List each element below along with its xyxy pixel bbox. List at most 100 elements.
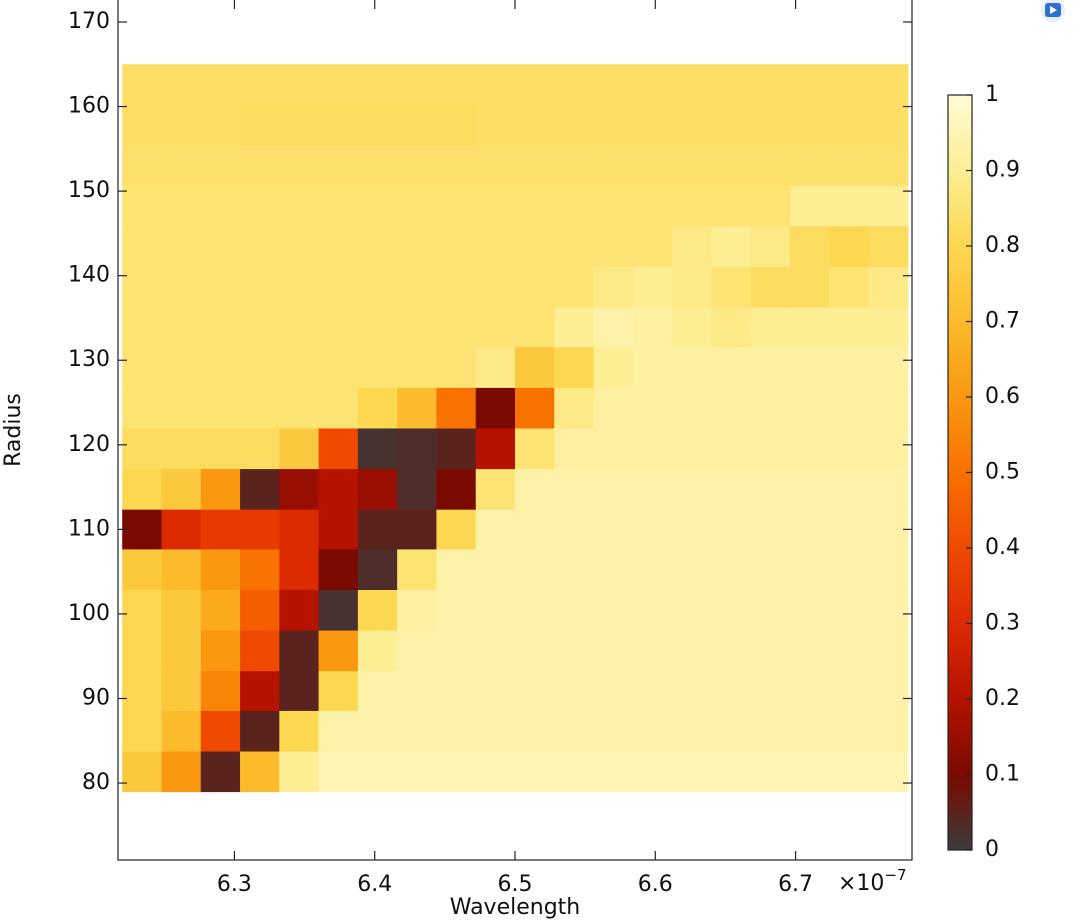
heatmap-cell xyxy=(672,346,712,388)
heatmap-cell xyxy=(200,145,241,186)
heatmap-cell xyxy=(632,629,673,672)
heatmap-cell xyxy=(672,306,712,348)
heatmap-cell xyxy=(554,427,595,470)
x-axis-label: Wavelength xyxy=(450,895,581,920)
heatmap-cell xyxy=(515,509,555,550)
heatmap-cell xyxy=(318,387,359,429)
heatmap-cell xyxy=(122,509,163,550)
heatmap-cell xyxy=(161,185,202,227)
heatmap-cell xyxy=(318,64,359,106)
heatmap-cell xyxy=(122,468,163,510)
heatmap-cell xyxy=(868,185,909,227)
heatmap-cell xyxy=(279,468,320,510)
heatmap-cell xyxy=(475,629,516,672)
heatmap-cell xyxy=(161,750,202,793)
heatmap-cell xyxy=(515,468,555,510)
colorbar-tick-label: 0.3 xyxy=(985,611,1020,636)
heatmap-cell xyxy=(318,104,359,147)
x-multiplier-base: ×10 xyxy=(838,871,884,896)
heatmap-cell xyxy=(240,185,280,227)
heatmap-cell xyxy=(789,346,830,388)
heatmap-cell xyxy=(829,104,870,147)
y-tick-label: 160 xyxy=(68,94,110,119)
heatmap-cell xyxy=(200,427,241,470)
heatmap-cell xyxy=(397,145,438,186)
heatmap-cell xyxy=(318,509,359,550)
heatmap-cell xyxy=(711,64,752,106)
heatmap-cell xyxy=(279,225,320,267)
heatmap-cell xyxy=(711,185,752,227)
heatmap-cell xyxy=(161,670,202,711)
heatmap-cell xyxy=(868,710,909,752)
heatmap-cell xyxy=(161,346,202,388)
heatmap-cell xyxy=(829,629,870,672)
heatmap-cell xyxy=(436,266,477,308)
heatmap-cell xyxy=(397,509,438,550)
y-tick-label: 150 xyxy=(68,178,110,203)
colorbar-tick-label: 0.9 xyxy=(985,158,1020,183)
heatmap-cell xyxy=(711,509,752,550)
heatmap-cell xyxy=(436,710,477,752)
heatmap-cell xyxy=(200,468,241,510)
heatmap-cell xyxy=(200,589,241,631)
y-tick-label: 140 xyxy=(68,263,110,288)
heatmap-cell xyxy=(161,104,202,147)
heatmap-cell xyxy=(829,468,870,510)
heatmap-cell xyxy=(475,104,516,147)
heatmap-cell xyxy=(711,670,752,711)
heatmap-cell xyxy=(593,225,634,267)
heatmap-cell xyxy=(397,548,438,591)
heatmap-cell xyxy=(161,306,202,348)
heatmap-cell xyxy=(829,427,870,470)
heatmap-cell xyxy=(436,387,477,429)
heatmap-cell xyxy=(750,468,791,510)
heatmap-cell xyxy=(515,710,555,752)
heatmap-cell xyxy=(279,306,320,348)
heatmap-cell xyxy=(357,509,398,550)
heatmap-cell xyxy=(868,468,909,510)
heatmap-cell xyxy=(240,306,280,348)
heatmap-cell xyxy=(750,104,791,147)
heatmap-cell xyxy=(436,548,477,591)
colorbar-tick-label: 0.6 xyxy=(985,384,1020,409)
heatmap-cell xyxy=(632,225,673,267)
heatmap-cell xyxy=(750,509,791,550)
heatmap-cell xyxy=(357,670,398,711)
heatmap-cell xyxy=(711,387,752,429)
heatmap-cell xyxy=(475,185,516,227)
heatmap-cell xyxy=(789,266,830,308)
heatmap-cell xyxy=(711,145,752,186)
heatmap-cell xyxy=(711,710,752,752)
heatmap-cell xyxy=(436,306,477,348)
heatmap-cell xyxy=(868,346,909,388)
heatmap-cell xyxy=(357,306,398,348)
heatmap-cell xyxy=(672,427,712,470)
heatmap-cell xyxy=(789,750,830,793)
heatmap-cell xyxy=(200,548,241,591)
heatmap-cell xyxy=(397,629,438,672)
heatmap-cell xyxy=(357,145,398,186)
heatmap-cell xyxy=(279,589,320,631)
heatmap-cell xyxy=(829,225,870,267)
heatmap-cell xyxy=(475,750,516,793)
heatmap-cell xyxy=(122,145,163,186)
heatmap-cell xyxy=(318,427,359,470)
heatmap-cell xyxy=(200,629,241,672)
heatmap-cell xyxy=(515,185,555,227)
heatmap-cell xyxy=(475,145,516,186)
heatmap-cell xyxy=(122,710,163,752)
heatmap-cell xyxy=(829,509,870,550)
heatmap-cell xyxy=(318,346,359,388)
heatmap-cell xyxy=(240,104,280,147)
heatmap-cell xyxy=(279,346,320,388)
heatmap-cell xyxy=(750,629,791,672)
heatmap-cell xyxy=(240,145,280,186)
x-tick-label: 6.3 xyxy=(217,872,252,897)
heatmap-cell xyxy=(475,509,516,550)
heatmap-cell xyxy=(632,589,673,631)
heatmap-cell xyxy=(436,509,477,550)
heatmap-cell xyxy=(397,64,438,106)
heatmap-cell xyxy=(397,266,438,308)
heatmap-cell xyxy=(122,629,163,672)
heatmap-cell xyxy=(672,104,712,147)
